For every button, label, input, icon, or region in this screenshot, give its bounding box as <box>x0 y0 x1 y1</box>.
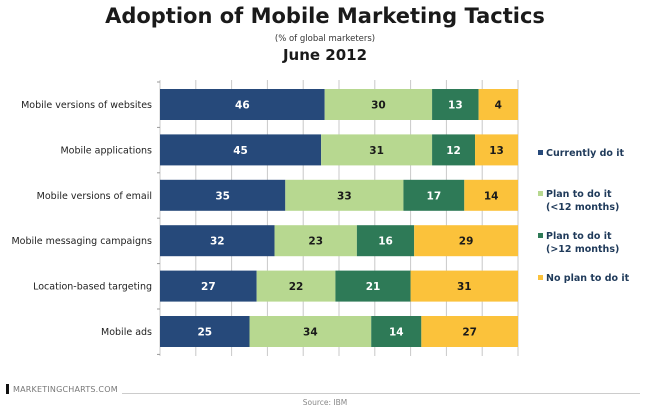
data-label: 27 <box>462 327 477 339</box>
data-label: 13 <box>448 100 463 112</box>
data-label: 21 <box>366 281 381 293</box>
legend-swatch <box>538 275 543 280</box>
bar-segment <box>160 134 322 166</box>
data-label: 29 <box>459 236 474 248</box>
legend-label-line2: (>12 months) <box>546 244 620 255</box>
data-label: 46 <box>235 100 250 112</box>
bar-segment <box>285 179 404 211</box>
bar-segment <box>160 225 275 257</box>
bar-segment <box>274 225 357 257</box>
bar-segment <box>371 316 422 347</box>
data-label: 16 <box>378 236 393 248</box>
legend-swatch <box>538 150 543 155</box>
bar-segment <box>324 89 433 120</box>
legend-swatch <box>538 191 543 196</box>
bar-segment <box>475 134 518 166</box>
bar-segment <box>403 179 465 211</box>
legend-swatch <box>538 233 543 238</box>
bar-segment <box>256 270 336 302</box>
bar-segment <box>249 316 372 347</box>
bar-segment <box>432 89 479 120</box>
chart-title: Adoption of Mobile Marketing Tactics <box>105 4 545 28</box>
footer-brand: MARKETINGCHARTS.COM <box>13 385 118 394</box>
bar-segment <box>414 225 518 257</box>
legend-item-plan-short: Plan to do it (<12 months) <box>538 188 648 214</box>
legend-label-line2: (<12 months) <box>546 202 620 213</box>
footer-divider <box>122 393 640 394</box>
bar-segment <box>160 89 325 120</box>
data-label: 14 <box>389 327 404 339</box>
category-label: Mobile messaging campaigns <box>11 236 152 247</box>
legend-item-no-plan: No plan to do it <box>538 272 648 285</box>
footer-source: Source: IBM <box>302 398 348 407</box>
bar-segment <box>335 270 411 302</box>
chart-date: June 2012 <box>282 46 368 64</box>
bar-segment <box>160 179 286 211</box>
legend-label: Currently do it <box>546 148 625 159</box>
data-label: 4 <box>495 100 502 112</box>
data-label: 31 <box>457 281 472 293</box>
category-labels: Mobile versions of websites Mobile applic… <box>11 100 152 338</box>
bar-segment <box>464 179 518 211</box>
legend-label-line1: Plan to do it <box>546 231 612 242</box>
bar-segment <box>432 134 476 166</box>
category-label: Mobile ads <box>101 327 152 338</box>
data-label: 31 <box>369 145 384 157</box>
data-label: 33 <box>337 190 352 202</box>
data-label: 17 <box>427 190 442 202</box>
data-label: 30 <box>371 100 386 112</box>
legend-item-plan-long: Plan to do it (>12 months) <box>538 230 648 256</box>
category-label: Location-based targeting <box>33 282 152 293</box>
category-label: Mobile versions of websites <box>21 100 152 111</box>
gridlines <box>157 80 519 356</box>
data-label: 14 <box>484 190 499 202</box>
brand-marker <box>6 384 9 394</box>
legend-item-currently: Currently do it <box>538 147 648 160</box>
legend-label-line1: Plan to do it <box>546 189 612 200</box>
bar-segment <box>356 225 415 257</box>
data-label: 45 <box>233 145 248 157</box>
bar-segment <box>410 270 518 302</box>
data-label: 27 <box>201 281 216 293</box>
data-label: 25 <box>197 327 212 339</box>
bar-segment <box>478 89 518 120</box>
bar-segment <box>160 316 250 347</box>
data-label: 22 <box>289 281 304 293</box>
data-label: 12 <box>446 145 461 157</box>
data-label: 32 <box>210 236 225 248</box>
data-label: 35 <box>215 190 230 202</box>
chart-subtitle: (% of global marketers) <box>274 34 376 44</box>
legend-label: No plan to do it <box>546 273 630 284</box>
data-label: 23 <box>308 236 323 248</box>
bar-segment <box>160 270 257 302</box>
bar-segment <box>321 134 433 166</box>
data-label: 13 <box>489 145 504 157</box>
data-label: 34 <box>303 327 318 339</box>
category-label: Mobile versions of email <box>37 191 152 202</box>
bar-segment <box>421 316 518 347</box>
bars: 46 30 13 4 45 31 12 13 35 33 17 14 32 23 16 29 27 22 21 31 2… <box>160 89 518 347</box>
category-label: Mobile applications <box>60 145 152 156</box>
